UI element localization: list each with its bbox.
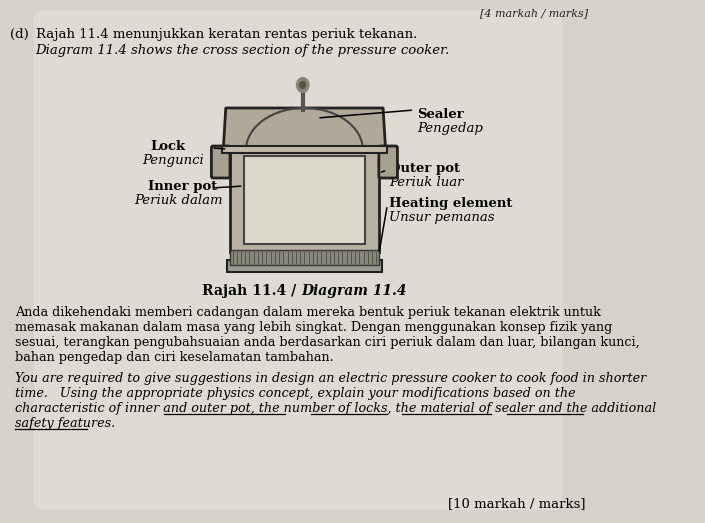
Text: Rajah 11.4 menunjukkan keratan rentas periuk tekanan.: Rajah 11.4 menunjukkan keratan rentas pe… [35, 28, 417, 41]
Bar [230, 250, 379, 265]
Text: safety features.: safety features. [16, 417, 116, 430]
FancyBboxPatch shape [379, 146, 398, 178]
Text: Anda dikehendaki memberi cadangan dalam mereka bentuk periuk tekanan elektrik un: Anda dikehendaki memberi cadangan dalam … [16, 306, 601, 319]
Text: Unsur pemanas: Unsur pemanas [389, 211, 494, 224]
FancyBboxPatch shape [212, 146, 230, 178]
Text: Periuk dalam: Periuk dalam [135, 194, 223, 207]
FancyBboxPatch shape [243, 156, 365, 244]
Text: Rajah 11.4 /: Rajah 11.4 / [202, 284, 301, 298]
Text: [10 markah / marks]: [10 markah / marks] [448, 497, 585, 510]
Text: Inner pot: Inner pot [148, 180, 217, 193]
Text: Diagram 11.4: Diagram 11.4 [301, 284, 407, 298]
Bar [221, 146, 387, 153]
Polygon shape [223, 108, 386, 150]
Text: Pengedap: Pengedap [417, 122, 483, 135]
FancyBboxPatch shape [34, 10, 563, 510]
Text: Outer pot: Outer pot [389, 162, 460, 175]
Text: [4 markah / marks]: [4 markah / marks] [479, 8, 588, 18]
Text: characteristic of inner and outer pot, the number of locks, the material of seal: characteristic of inner and outer pot, t… [16, 402, 656, 415]
Text: Heating element: Heating element [389, 197, 513, 210]
Text: sesuai, terangkan pengubahsuaian anda berdasarkan ciri periuk dalam dan luar, bi: sesuai, terangkan pengubahsuaian anda be… [16, 336, 640, 349]
FancyBboxPatch shape [226, 260, 382, 272]
Text: Periuk luar: Periuk luar [389, 176, 463, 189]
Text: You are required to give suggestions in design an electric pressure cooker to co: You are required to give suggestions in … [16, 372, 646, 385]
Text: bahan pengedap dan ciri keselamatan tambahan.: bahan pengedap dan ciri keselamatan tamb… [16, 351, 334, 364]
FancyBboxPatch shape [230, 148, 379, 252]
Text: (d): (d) [10, 28, 29, 41]
Text: Sealer: Sealer [417, 108, 464, 121]
Text: time.   Using the appropriate physics concept, explain your modifications based : time. Using the appropriate physics conc… [16, 387, 576, 400]
Text: Pengunci: Pengunci [142, 154, 204, 167]
Text: Lock: Lock [151, 140, 185, 153]
Circle shape [297, 78, 309, 92]
Text: Diagram 11.4 shows the cross section of the pressure cooker.: Diagram 11.4 shows the cross section of … [35, 44, 450, 57]
Text: memasak makanan dalam masa yang lebih singkat. Dengan menggunakan konsep fizik y: memasak makanan dalam masa yang lebih si… [16, 321, 613, 334]
Circle shape [300, 82, 306, 88]
